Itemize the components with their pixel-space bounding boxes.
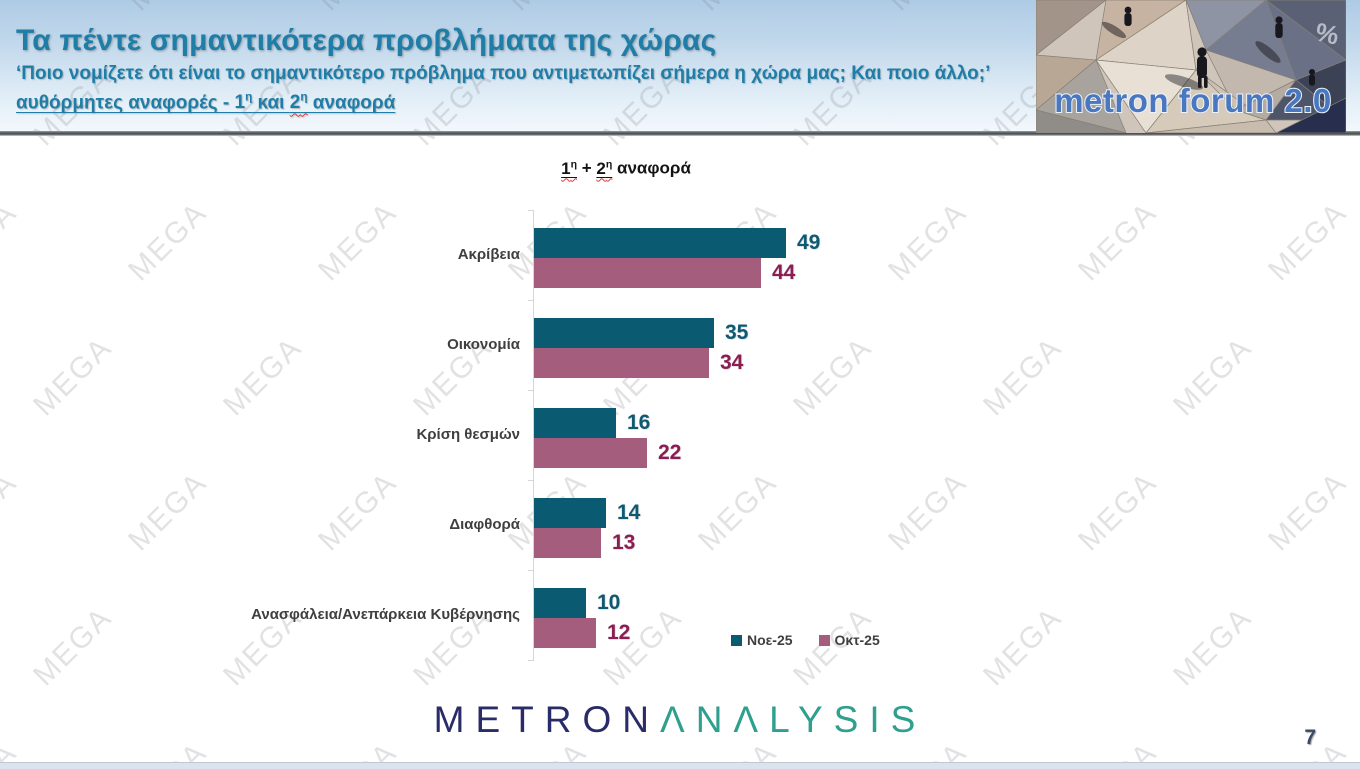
metron-analysis-logo: METRONΛNΛLYSIS xyxy=(0,699,1360,741)
page-number: 7 xyxy=(1304,726,1316,749)
logo-metron: METRON xyxy=(433,699,660,740)
value-label-Νοε-25-Ανασφάλεια/Ανεπάρκεια Κυβέρνησης: 10 xyxy=(597,591,621,614)
page-subtitle: ‘Ποιο νομίζετε ότι είναι το σημαντικότερ… xyxy=(16,63,991,84)
category-label: Ακρίβεια xyxy=(457,246,520,264)
value-label-Νοε-25-Κρίση θεσμών: 16 xyxy=(627,411,651,434)
chart-legend: Νοε-25 Οκτ-25 xyxy=(731,632,880,648)
chart-title: 1η + 2η αναφορά xyxy=(561,158,691,178)
bar-Νοε-25-Ανασφάλεια/Ανεπάρκεια Κυβέρνησης xyxy=(534,588,586,618)
category-label: Ανασφάλεια/Ανεπάρκεια Κυβέρνησης xyxy=(251,606,520,624)
page-subtitle-line3: αυθόρμητες αναφορές - 1η και 2η αναφορά xyxy=(16,91,990,114)
axis-tick xyxy=(528,210,534,211)
bar-Οκτ-25-Ανασφάλεια/Ανεπάρκεια Κυβέρνησης xyxy=(534,618,596,648)
legend-label-nov: Νοε-25 xyxy=(747,632,793,648)
y-axis-line xyxy=(533,210,534,660)
header-separator xyxy=(0,131,1360,136)
legend-item-oct: Οκτ-25 xyxy=(818,632,880,648)
value-label-Οκτ-25-Διαφθορά: 13 xyxy=(612,531,636,554)
bar-Οκτ-25-Ακρίβεια xyxy=(534,258,761,288)
header: Τα πέντε σημαντικότερα προβλήματα της χώ… xyxy=(16,24,990,114)
line3-prefix: αυθόρμητες αναφορές - xyxy=(16,92,235,114)
axis-tick xyxy=(528,390,534,391)
category-label: Κρίση θεσμών xyxy=(416,426,520,444)
metron-forum-banner-image: % metron forum 2.0 xyxy=(1036,0,1346,133)
value-label-Νοε-25-Οικονομία: 35 xyxy=(725,321,749,344)
bar-Νοε-25-Κρίση θεσμών xyxy=(534,408,616,438)
value-label-Νοε-25-Ακρίβεια: 49 xyxy=(797,231,821,254)
value-label-Οκτ-25-Κρίση θεσμών: 22 xyxy=(658,441,682,464)
legend-swatch-nov xyxy=(731,634,742,646)
legend-swatch-oct xyxy=(818,634,830,646)
bar-Νοε-25-Διαφθορά xyxy=(534,498,606,528)
category-label: Διαφθορά xyxy=(449,516,520,534)
axis-tick xyxy=(528,480,534,481)
value-label-Οκτ-25-Ανασφάλεια/Ανεπάρκεια Κυβέρνησης: 12 xyxy=(607,621,631,644)
bar-Οκτ-25-Οικονομία xyxy=(534,348,709,378)
axis-tick xyxy=(528,660,534,661)
value-label-Νοε-25-Διαφθορά: 14 xyxy=(617,501,641,524)
line3-ref2: 2η xyxy=(289,91,308,114)
category-label: Οικονομία xyxy=(447,336,520,354)
bottom-strip xyxy=(0,762,1360,769)
people-silhouettes xyxy=(1101,6,1315,90)
bar-Οκτ-25-Κρίση θεσμών xyxy=(534,438,647,468)
legend-item-nov: Νοε-25 xyxy=(731,632,793,648)
line3-ref1: 1η xyxy=(234,91,253,114)
value-label-Οκτ-25-Ακρίβεια: 44 xyxy=(772,261,796,284)
axis-tick xyxy=(528,570,534,571)
line3-mid: και xyxy=(252,92,290,114)
value-label-Οκτ-25-Οικονομία: 34 xyxy=(720,351,744,374)
legend-label-oct: Οκτ-25 xyxy=(834,632,880,648)
bar-Νοε-25-Οικονομία xyxy=(534,318,714,348)
logo-analysis: ΛNΛLYSIS xyxy=(660,699,927,740)
chart-title-ref2: 2η xyxy=(596,158,613,178)
banner-title: metron forum 2.0 xyxy=(1054,82,1332,119)
bar-Νοε-25-Ακρίβεια xyxy=(534,228,786,258)
line3-rest: αναφορά xyxy=(307,92,396,114)
page-title: Τα πέντε σημαντικότερα προβλήματα της χώ… xyxy=(16,24,717,57)
axis-tick xyxy=(528,300,534,301)
bar-Οκτ-25-Διαφθορά xyxy=(534,528,601,558)
chart-title-ref1: 1η xyxy=(561,158,578,178)
